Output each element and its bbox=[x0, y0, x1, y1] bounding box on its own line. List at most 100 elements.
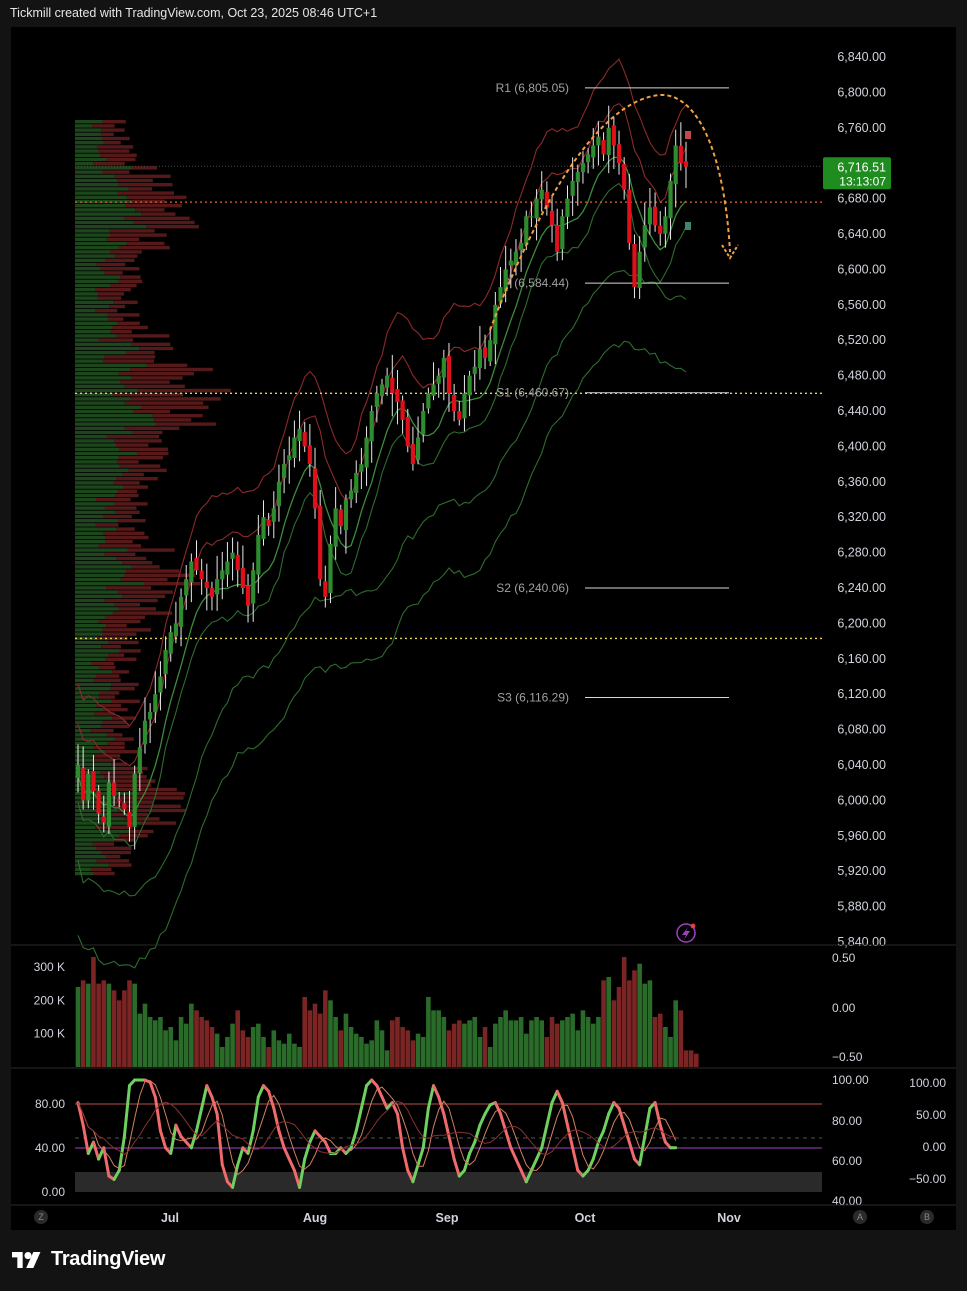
volume-profile-bar bbox=[75, 330, 111, 334]
volume-bar bbox=[189, 1003, 194, 1067]
oscillator-line-segment bbox=[478, 1112, 487, 1127]
volume-profile-bar bbox=[106, 237, 140, 241]
volume-profile-bar bbox=[75, 166, 132, 170]
volume-profile-bar bbox=[107, 741, 125, 745]
volume-profile-bar bbox=[75, 666, 100, 670]
oscillator-line-segment bbox=[303, 1140, 312, 1161]
volume-profile-bar bbox=[75, 611, 113, 615]
volume-profile-bar bbox=[75, 825, 96, 829]
volume-bar bbox=[446, 1030, 452, 1067]
volume-bar bbox=[266, 1047, 271, 1067]
volume-profile-bar bbox=[98, 292, 124, 296]
oscillator-line-segment bbox=[535, 1146, 544, 1161]
volume-tick-label: 200 K bbox=[34, 993, 65, 1007]
volume-profile-bar bbox=[124, 817, 160, 821]
log-scale-button[interactable]: B bbox=[920, 1210, 934, 1224]
volume-profile-bar bbox=[75, 220, 134, 225]
bearish-candle bbox=[302, 432, 307, 447]
volume-profile-bar bbox=[75, 863, 109, 867]
volume-profile-bar bbox=[106, 157, 136, 162]
volume-profile-bar bbox=[75, 464, 120, 468]
volume-profile-bar bbox=[105, 540, 133, 544]
volume-profile-bar bbox=[135, 208, 165, 212]
volume-tick-label: 300 K bbox=[34, 960, 65, 974]
price-tick-label: 6,040.00 bbox=[837, 758, 886, 772]
volume-bar bbox=[101, 980, 107, 1067]
pivot-label: R1 (6,805.05) bbox=[496, 81, 569, 95]
volume-profile-bar bbox=[75, 141, 104, 145]
volume-profile-bar bbox=[75, 136, 102, 141]
price-tick-label: 6,160.00 bbox=[837, 652, 886, 666]
volume-bar bbox=[606, 977, 612, 1067]
volume-profile-bar bbox=[96, 703, 122, 708]
volume-profile-bar bbox=[75, 754, 95, 758]
volume-profile-bar bbox=[75, 384, 125, 388]
volume-profile-bar bbox=[75, 871, 94, 876]
volume-bar bbox=[230, 1023, 235, 1067]
price-tick-label: 6,640.00 bbox=[837, 227, 886, 241]
volume-profile-bar bbox=[101, 724, 130, 729]
price-tick-label: 6,440.00 bbox=[837, 404, 886, 418]
volume-profile-bar bbox=[75, 556, 117, 561]
volume-bar bbox=[199, 1017, 204, 1067]
bullish-candle bbox=[75, 765, 81, 779]
volume-profile-bar bbox=[115, 493, 139, 498]
volume-profile-bar bbox=[108, 317, 124, 321]
volume-profile-bar bbox=[106, 435, 160, 439]
bearish-candle bbox=[622, 163, 627, 190]
volume-profile-bar bbox=[75, 850, 102, 855]
volume-profile-bar bbox=[75, 233, 111, 237]
volume-profile-bar bbox=[101, 128, 125, 132]
axis-lock-button-left[interactable]: Z bbox=[34, 1210, 48, 1224]
oversold-zone bbox=[75, 1172, 822, 1192]
volume-bar bbox=[683, 1050, 689, 1067]
volume-profile-bar bbox=[75, 590, 118, 594]
volume-bar bbox=[590, 1023, 596, 1067]
volume-profile-bar bbox=[102, 170, 130, 174]
volume-profile-bar bbox=[75, 649, 120, 653]
oscillator-line-segment bbox=[643, 1106, 652, 1138]
volume-profile-bar bbox=[75, 737, 115, 741]
volume-profile-bar bbox=[75, 225, 147, 229]
volume-bar bbox=[173, 1040, 179, 1067]
volume-bar bbox=[534, 1017, 539, 1067]
volume-profile-bar bbox=[75, 670, 113, 674]
bullish-candle bbox=[354, 472, 359, 493]
oscillator-line-segment bbox=[550, 1089, 559, 1105]
volume-profile-bar bbox=[75, 514, 104, 519]
volume-profile-bar bbox=[75, 174, 115, 178]
bullish-candle bbox=[173, 623, 178, 637]
bullish-candle bbox=[137, 747, 142, 774]
volume-profile-bar bbox=[125, 204, 182, 208]
tradingview-logo-icon bbox=[12, 1251, 41, 1268]
volume-profile-bar bbox=[75, 708, 104, 712]
volume-profile-bar bbox=[93, 678, 121, 682]
volume-profile-bar bbox=[100, 132, 114, 136]
volume-bar bbox=[498, 1017, 503, 1067]
volume-profile-bar bbox=[75, 460, 118, 464]
price-tick-label: 6,600.00 bbox=[837, 262, 886, 276]
volume-profile-bar bbox=[75, 720, 103, 724]
volume-profile-bar bbox=[102, 628, 151, 632]
forecast-arrow bbox=[489, 93, 739, 331]
oscillator-line-segment bbox=[102, 1146, 111, 1178]
volume-profile-bar bbox=[75, 170, 103, 174]
volume-profile-bar bbox=[75, 397, 131, 401]
volume-profile-bar bbox=[98, 338, 134, 342]
volume-bar bbox=[158, 1017, 163, 1067]
oscillator-line-segment bbox=[596, 1129, 606, 1144]
volume-profile-bar bbox=[119, 447, 168, 451]
volume-profile-bar bbox=[75, 682, 112, 687]
price-tick-label: 6,320.00 bbox=[837, 510, 886, 524]
bearish-candle bbox=[235, 554, 240, 571]
volume-profile-bar bbox=[75, 149, 99, 153]
bearish-candle bbox=[405, 417, 410, 447]
volume-profile-bar bbox=[75, 724, 102, 729]
bearish-candle bbox=[611, 125, 616, 146]
volume-profile-bar bbox=[131, 342, 171, 346]
price-tick-label: 6,760.00 bbox=[837, 121, 886, 135]
auto-scale-button[interactable]: A bbox=[853, 1210, 867, 1224]
bullish-candle bbox=[560, 216, 565, 249]
bearish-candle bbox=[410, 444, 416, 465]
